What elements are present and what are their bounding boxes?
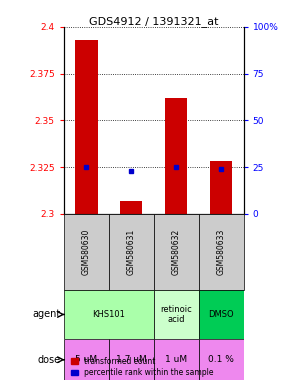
FancyBboxPatch shape xyxy=(109,339,154,380)
FancyBboxPatch shape xyxy=(64,339,109,380)
Text: KHS101: KHS101 xyxy=(92,310,125,319)
Text: agent: agent xyxy=(32,310,60,319)
FancyBboxPatch shape xyxy=(199,214,244,290)
FancyBboxPatch shape xyxy=(199,339,244,380)
Text: 1 uM: 1 uM xyxy=(165,355,187,364)
FancyBboxPatch shape xyxy=(154,214,199,290)
FancyBboxPatch shape xyxy=(109,214,154,290)
FancyBboxPatch shape xyxy=(199,290,244,339)
Text: retinoic
acid: retinoic acid xyxy=(160,305,192,324)
Text: GSM580632: GSM580632 xyxy=(172,228,181,275)
Text: 1.7 uM: 1.7 uM xyxy=(116,355,147,364)
Bar xyxy=(75,40,97,214)
FancyBboxPatch shape xyxy=(64,214,109,290)
Text: dose: dose xyxy=(37,355,60,365)
Text: GSM580633: GSM580633 xyxy=(217,228,226,275)
Text: 0.1 %: 0.1 % xyxy=(208,355,234,364)
Text: 5 uM: 5 uM xyxy=(75,355,97,364)
Title: GDS4912 / 1391321_at: GDS4912 / 1391321_at xyxy=(89,16,218,27)
FancyBboxPatch shape xyxy=(154,290,199,339)
Text: DMSO: DMSO xyxy=(208,310,234,319)
FancyBboxPatch shape xyxy=(64,290,154,339)
Legend: transformed count, percentile rank within the sample: transformed count, percentile rank withi… xyxy=(68,354,217,380)
Text: GSM580631: GSM580631 xyxy=(127,228,136,275)
Bar xyxy=(210,161,232,214)
Text: GSM580630: GSM580630 xyxy=(82,228,91,275)
FancyBboxPatch shape xyxy=(154,339,199,380)
Bar xyxy=(120,201,142,214)
Bar xyxy=(165,98,187,214)
